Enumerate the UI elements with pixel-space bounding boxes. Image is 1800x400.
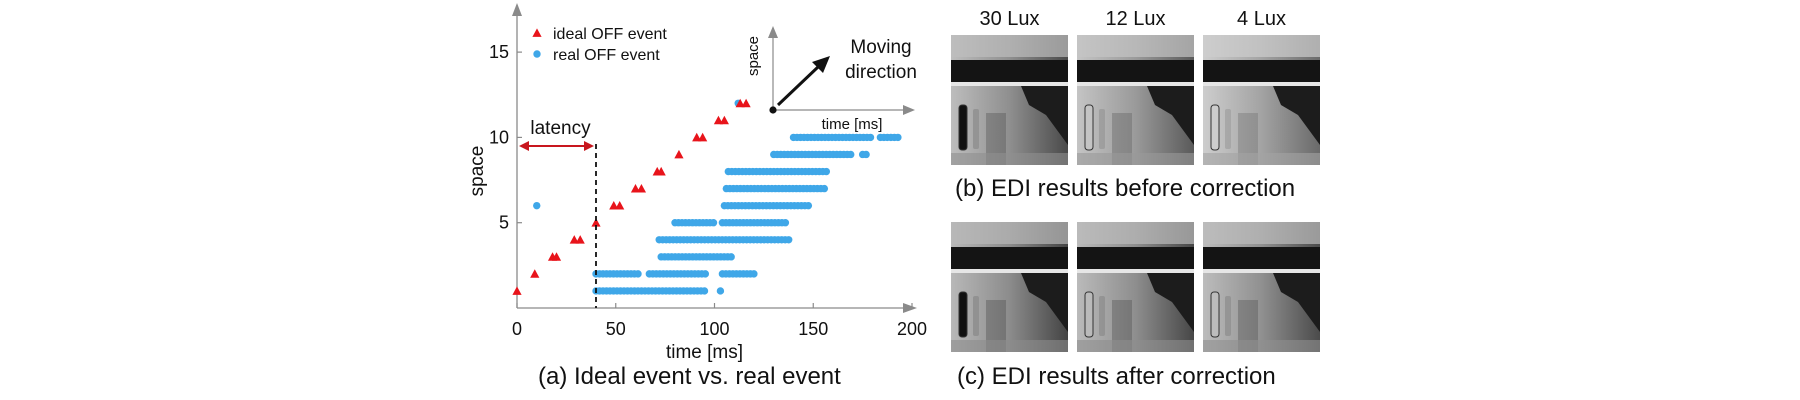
ideal-event-point [656, 166, 666, 176]
ideal-event-point [551, 252, 562, 261]
event-scatter-chart: 0 50 100 150 200 5 10 15 time [ms] space ideal OFF… [467, 3, 927, 363]
ideal-event-point [530, 269, 540, 278]
inset-origin-dot [769, 106, 777, 114]
ideal-event-point [698, 132, 708, 142]
real-event-point [894, 133, 902, 142]
y-tick-label: 10 [489, 127, 509, 147]
x-tick-label: 50 [606, 319, 626, 339]
edi-image-after-30lux [951, 222, 1068, 352]
ideal-event-point [719, 115, 729, 125]
real-event-point [781, 219, 790, 227]
real-event-point [820, 184, 829, 193]
x-tick-label: 100 [699, 319, 729, 339]
ideal-event-point [512, 286, 522, 295]
real-event-point [750, 270, 758, 278]
real-event-point [700, 287, 709, 295]
ideal-event-point [636, 183, 647, 193]
moving-direction-label: direction [845, 62, 917, 83]
legend-label-real: real OFF event [553, 47, 660, 64]
y-tick-label: 15 [489, 42, 509, 62]
real-event-point [716, 287, 725, 295]
inset-x-arrow [903, 105, 915, 115]
edi-image-after-4lux [1203, 222, 1320, 352]
legend-marker-real [533, 50, 541, 58]
real-event-point [862, 150, 870, 159]
real-event-point [847, 150, 855, 159]
ideal-event-point [735, 98, 745, 108]
x-axis-label: time [ms] [666, 342, 743, 363]
real-event-point [866, 133, 875, 142]
inset-y-arrow [768, 26, 778, 38]
edi-image-after-12lux [1077, 222, 1194, 352]
real-event-point [701, 270, 710, 278]
real-event-point [727, 253, 735, 261]
inset-x-label: time [ms] [822, 116, 883, 133]
latency-arrow-left-head [519, 140, 529, 151]
caption-a: (a) Ideal event vs. real event [538, 363, 841, 390]
moving-direction-arrowhead [812, 56, 830, 73]
ideal-event-point [575, 235, 585, 244]
moving-direction-label: Moving [850, 37, 911, 58]
ideal-event-point [713, 115, 724, 125]
ideal-event-point [741, 98, 751, 108]
lux-label-30: 30 Lux [979, 8, 1040, 30]
real-event-point [533, 201, 541, 210]
edi-image-before-30lux [951, 35, 1068, 165]
ideal-event-point [630, 183, 641, 193]
ideal-event-point [591, 218, 601, 227]
legend-label-ideal: ideal OFF event [553, 26, 667, 43]
real-event-point [804, 201, 813, 210]
edi-image-before-12lux [1077, 35, 1194, 165]
ideal-event-point [569, 235, 579, 244]
latency-label: latency [530, 118, 591, 139]
ideal-event-point [674, 149, 684, 159]
caption-c: (c) EDI results after correction [957, 363, 1276, 390]
x-tick-label: 0 [512, 319, 522, 339]
real-event-point [785, 236, 793, 244]
x-axis-arrow [903, 303, 917, 313]
legend-marker-ideal [532, 28, 542, 37]
latency-arrow-right-head [584, 140, 594, 151]
y-tick-label: 5 [499, 213, 509, 233]
x-tick-label: 150 [798, 319, 828, 339]
y-axis-label: space [467, 146, 488, 197]
real-event-point [822, 167, 831, 176]
ideal-event-point [609, 201, 619, 210]
caption-b: (b) EDI results before correction [955, 175, 1296, 202]
x-tick-label: 200 [897, 319, 927, 339]
real-event-point [634, 270, 642, 278]
ideal-event-point [692, 132, 702, 142]
edi-image-before-4lux [1203, 35, 1320, 165]
real-event-point [709, 219, 718, 227]
moving-direction-arrow [776, 65, 820, 107]
ideal-event-point [615, 201, 625, 210]
lux-label-12: 12 Lux [1105, 8, 1166, 30]
y-axis-arrow [512, 3, 522, 16]
inset-y-label: space [745, 36, 762, 76]
lux-label-4: 4 Lux [1237, 8, 1286, 30]
